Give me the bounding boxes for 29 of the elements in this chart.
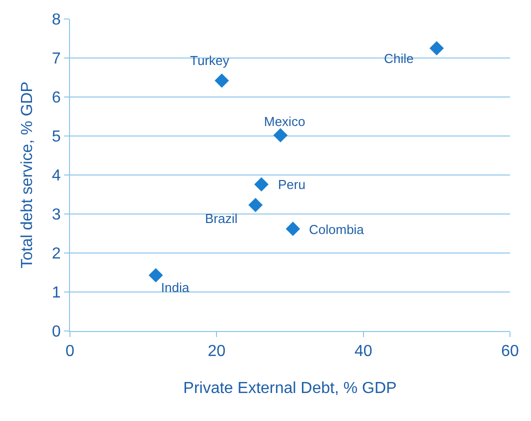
point <box>214 73 229 88</box>
point <box>254 177 269 192</box>
x-axis-title: Private External Debt, % GDP <box>183 380 397 397</box>
y-tick-label: 2 <box>52 246 61 263</box>
annotation: Mexico <box>264 114 306 129</box>
y-axis-title: Total debt service, % GDP <box>18 82 36 268</box>
annotation: Chile <box>384 51 414 66</box>
y-tick-label: 4 <box>52 168 61 185</box>
x-tick-label: 0 <box>66 343 75 360</box>
x-tick-label: 40 <box>354 343 372 360</box>
point <box>148 268 163 282</box>
y-tick-label: 8 <box>52 12 61 29</box>
x-tick-label: 60 <box>501 343 519 360</box>
y-tick-label: 6 <box>52 90 61 107</box>
point <box>286 222 300 236</box>
point <box>430 41 444 56</box>
y-tick-label: 3 <box>52 206 61 224</box>
y-tick-label: 5 <box>52 128 61 146</box>
y-tick-label: 0 <box>52 324 61 341</box>
annotation: Colombia <box>309 222 365 237</box>
annotation: India <box>161 280 190 295</box>
y-tick-label: 1 <box>52 284 61 302</box>
x-tick-label: 20 <box>208 343 226 360</box>
annotation: Peru <box>278 177 306 192</box>
point <box>248 198 263 212</box>
annotation: Brazil <box>205 211 238 226</box>
point <box>273 128 288 142</box>
y-tick-label: 7 <box>52 50 61 68</box>
annotation: Turkey <box>190 53 230 68</box>
